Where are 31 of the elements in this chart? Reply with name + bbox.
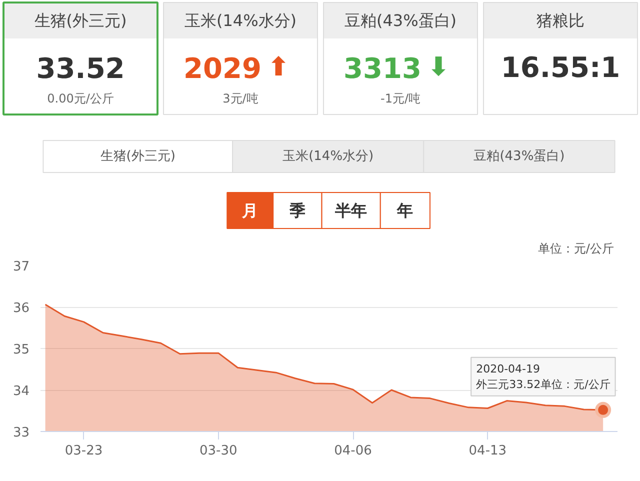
text: 半年 — [334, 201, 368, 220]
text: 豆粕(43%蛋白) — [474, 149, 565, 164]
x-tick-label: 03-23 — [64, 444, 103, 458]
text: 季 — [288, 201, 306, 220]
y-tick-label: 37 — [12, 260, 30, 274]
text: 3元/吨 — [222, 92, 258, 106]
text: -1元/吨 — [380, 92, 421, 106]
text: 生猪(外三元) — [34, 11, 127, 30]
text: 2029 — [184, 52, 262, 85]
text: 年 — [396, 201, 414, 220]
text: 3313 — [344, 52, 422, 85]
text: 月 — [241, 201, 258, 220]
text: 玉米(14%水分) — [184, 11, 297, 30]
text: 生猪(外三元) — [100, 149, 176, 164]
y-tick-label: 35 — [12, 342, 30, 358]
text: ⬇ — [428, 52, 450, 82]
x-tick-label: 04-06 — [334, 444, 372, 458]
x-tick-label: 04-13 — [468, 444, 507, 458]
text: ⬆ — [268, 52, 290, 82]
text: 16.55:1 — [500, 51, 620, 84]
text: 玉米(14%水分) — [282, 149, 374, 164]
x-tick-label: 03-30 — [200, 444, 238, 458]
y-tick-label: 34 — [12, 384, 30, 399]
y-tick-label: 36 — [12, 301, 30, 316]
text: 豆粕(43%蛋白) — [344, 11, 457, 30]
annotation: 2020-04-19 外三元33.52单位：元/公斤 — [476, 362, 610, 391]
text: 0.00元/公斤 — [47, 92, 114, 106]
text: 猪粮比 — [536, 11, 584, 30]
text: 33.52 — [36, 52, 125, 85]
y-axis-title: 单位：元/公斤 — [538, 242, 614, 256]
y-tick-label: 33 — [12, 426, 30, 440]
